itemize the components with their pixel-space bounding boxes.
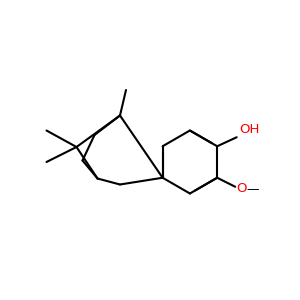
Text: OH: OH	[240, 123, 260, 136]
Text: —: —	[247, 183, 259, 196]
Text: O: O	[237, 182, 247, 195]
